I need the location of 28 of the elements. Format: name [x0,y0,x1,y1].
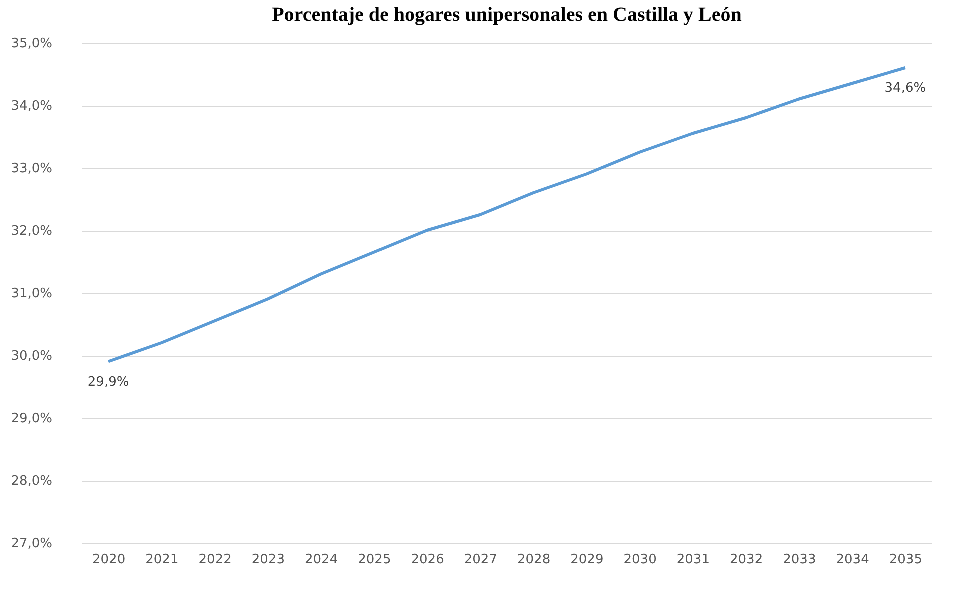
x-tick-label: 2022 [198,552,232,568]
x-tick-label: 2035 [889,552,922,568]
y-tick-label: 28,0% [11,474,52,489]
x-tick-label: 2025 [358,552,392,568]
x-tick-label: 2031 [676,552,710,568]
x-tick-label: 2029 [570,552,604,568]
x-tick-label: 2020 [92,552,126,568]
x-tick-label: 2026 [411,552,444,568]
y-tick-label: 27,0% [11,536,52,552]
x-tick-label: 2033 [783,552,816,568]
data-label: 34,6% [884,81,926,96]
y-tick-label: 32,0% [11,224,52,239]
y-tick-label: 31,0% [11,286,52,302]
x-tick-label: 2032 [730,552,764,568]
chart-title: Porcentaje de hogares unipersonales en Castilla y León [272,4,742,26]
y-tick-label: 29,0% [11,412,52,426]
x-tick-label: 2021 [146,552,179,568]
x-tick-label: 2030 [624,552,657,568]
y-tick-label: 34,0% [11,99,52,114]
x-tick-label: 2028 [518,552,551,568]
x-tick-label: 2024 [305,552,338,568]
data-label: 29,9% [88,374,130,390]
y-tick-label: 30,0% [11,349,52,364]
x-tick-label: 2027 [464,552,498,568]
y-tick-label: 33,0% [11,162,52,176]
x-tick-label: 2034 [836,552,870,568]
x-tick-label: 2023 [252,552,285,568]
y-tick-label: 35,0% [11,36,52,52]
